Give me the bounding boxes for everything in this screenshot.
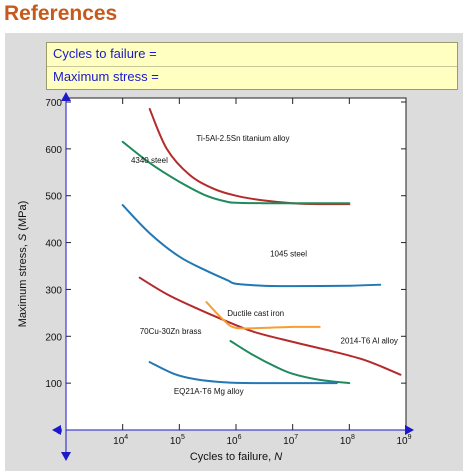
series-line[interactable] [205, 301, 321, 330]
stress-readout: Maximum stress = [53, 69, 163, 84]
x-tick-label: 104 [113, 434, 128, 447]
series-label: 1045 steel [270, 250, 307, 259]
y-tick-label: 300 [45, 285, 62, 296]
y-tick-label: 200 [45, 332, 62, 343]
cycles-readout-label: Cycles to failure = [53, 46, 157, 61]
stress-readout-label: Maximum stress = [53, 69, 159, 84]
series-label: 4340 steel [131, 156, 168, 165]
x-tick-label: 106 [226, 434, 241, 447]
plot-area[interactable] [65, 97, 407, 431]
readout-divider [47, 66, 457, 67]
series-label: Ti-5Al-2.5Sn titanium alloy [196, 134, 289, 143]
y-tick-label: 100 [45, 379, 62, 390]
series-label: 2014-T6 Al alloy [341, 336, 398, 345]
series-line[interactable] [138, 276, 402, 376]
y-axis-arrow-up-icon [61, 92, 71, 101]
readout-box: Cycles to failure = Maximum stress = [46, 42, 458, 90]
series-line[interactable] [121, 204, 382, 288]
series-line[interactable] [148, 361, 338, 385]
series-label: 70Cu-30Zn brass [140, 327, 202, 336]
y-tick-label: 400 [45, 239, 62, 250]
series-labels: Ti-5Al-2.5Sn titanium alloy 4340 steel 104… [131, 134, 398, 396]
series-line[interactable] [229, 340, 351, 385]
cycles-readout: Cycles to failure = [53, 46, 161, 61]
y-axis-title: Maximum stress, S (MPa) [17, 201, 29, 328]
x-axis-arrow-left-icon [52, 425, 61, 435]
y-axis-arrow-down-icon [61, 452, 71, 461]
x-tick-label: 107 [283, 434, 298, 447]
series-layer [121, 108, 402, 385]
y-tick-label: 700 [45, 98, 62, 109]
series-label: Ductile cast iron [227, 309, 284, 318]
y-tick-label: 500 [45, 192, 62, 203]
x-axis-arrow-right-icon [405, 425, 414, 435]
x-tick-label: 108 [340, 434, 355, 447]
y-tick-label: 600 [45, 145, 62, 156]
series-line[interactable] [121, 140, 351, 205]
page-heading: References [4, 2, 118, 25]
series-label: EQ21A-T6 Mg alloy [174, 387, 244, 396]
x-tick-label: 109 [396, 434, 411, 447]
x-tick-label: 105 [170, 434, 185, 447]
x-axis-title: Cycles to failure, N [190, 451, 282, 463]
